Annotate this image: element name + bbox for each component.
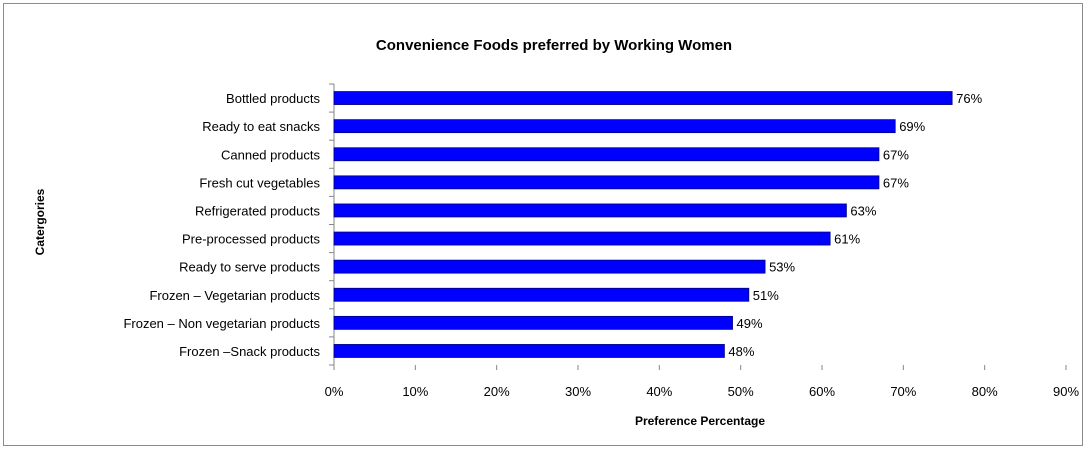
bars: 76% 69% 67% 67% 63% 61% 53% 51% 49% 48%	[333, 91, 983, 359]
value-label: 76%	[956, 91, 982, 106]
bar	[333, 231, 831, 246]
x-tick-label: 70%	[890, 384, 916, 399]
x-tick-label: 30%	[565, 384, 591, 399]
x-tick-label: 20%	[484, 384, 510, 399]
category-label: Fresh cut vegetables	[199, 175, 320, 190]
x-tick-label: 60%	[809, 384, 835, 399]
category-label: Frozen – Non vegetarian products	[123, 316, 320, 331]
category-label: Canned products	[221, 147, 321, 162]
category-label: Frozen – Vegetarian products	[149, 288, 320, 303]
chart-title: Convenience Foods preferred by Working W…	[376, 37, 732, 54]
bar	[333, 119, 896, 134]
bar	[333, 315, 733, 330]
x-tick-label: 0%	[325, 384, 344, 399]
value-label: 51%	[753, 288, 779, 303]
value-label: 49%	[737, 316, 763, 331]
x-axis-title: Preference Percentage	[635, 414, 765, 428]
x-tick-label: 50%	[728, 384, 754, 399]
category-label: Frozen –Snack products	[179, 344, 320, 359]
bar-chart: Convenience Foods preferred by Working W…	[33, 37, 1079, 428]
value-label: 69%	[899, 119, 925, 134]
axes: 0% 10% 20% 30% 40% 50% 60% 70% 80% 90% Bottled pro…	[123, 83, 1079, 399]
bar	[333, 344, 725, 358]
bar	[333, 175, 880, 190]
category-label: Ready to eat snacks	[202, 119, 320, 134]
value-label: 63%	[850, 203, 876, 218]
bar	[333, 147, 880, 162]
bar	[333, 91, 953, 105]
value-label: 53%	[769, 260, 795, 275]
x-tick-label: 80%	[972, 384, 998, 399]
x-tick-label: 40%	[646, 384, 672, 399]
value-label: 48%	[728, 344, 754, 359]
bar	[333, 287, 750, 302]
category-label: Bottled products	[226, 91, 320, 106]
bar	[333, 259, 766, 274]
x-tick-label: 10%	[402, 384, 428, 399]
value-label: 61%	[834, 232, 860, 247]
chart-frame: Convenience Foods preferred by Working W…	[3, 3, 1083, 446]
y-axis-title: Catergories	[33, 188, 47, 255]
category-label: Ready to serve products	[179, 260, 320, 275]
value-label: 67%	[883, 175, 909, 190]
category-label: Refrigerated products	[195, 203, 321, 218]
x-tick-label: 90%	[1053, 384, 1079, 399]
bar	[333, 203, 847, 218]
category-label: Pre-processed products	[182, 232, 321, 247]
value-label: 67%	[883, 147, 909, 162]
